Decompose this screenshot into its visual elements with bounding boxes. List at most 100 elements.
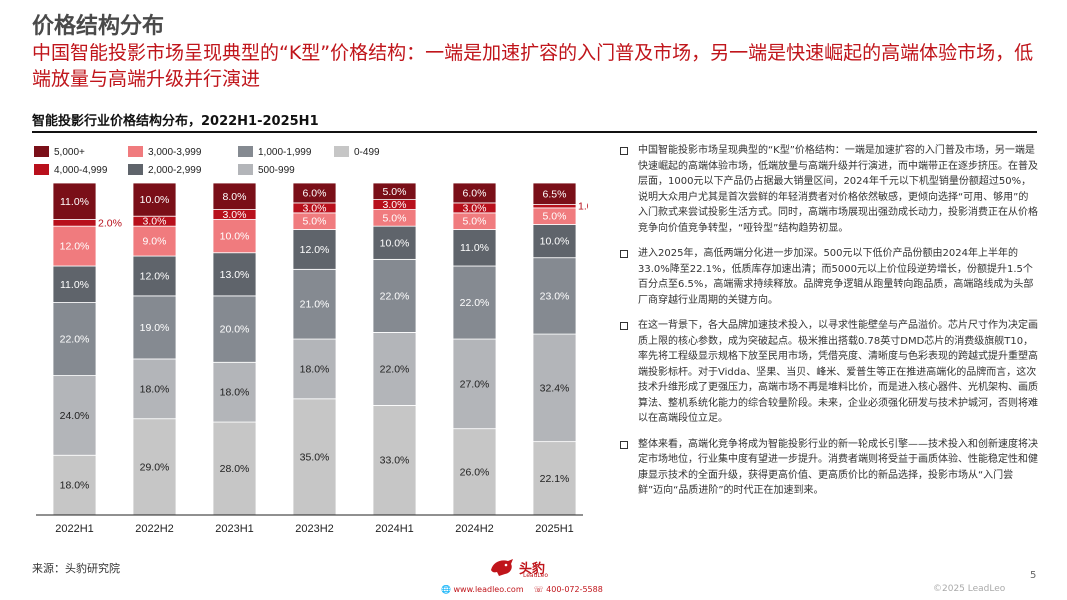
data-label: 22.0% [380,363,410,375]
data-label: 6.0% [463,187,487,199]
bullet-text: 进入2025年，高低两端分化进一步加深。500元以下低价产品份额由2024年上半… [638,248,1034,306]
x-tick-label: 2024H1 [375,523,414,535]
website-link[interactable]: 🌐 www.leadleo.com [441,585,524,594]
bar-segment [292,398,337,516]
bar-segment [132,182,177,217]
bar-stack: 33.0% 22.0% 22.0% 10.0% 5.0%3.0%5.0% [372,182,417,516]
legend-label: 5,000+ [54,147,85,158]
bar-segment [372,182,417,201]
bar-segment [372,331,417,406]
data-label: 22.0% [60,334,90,346]
data-label: 5.0% [463,216,487,228]
bullet-text: 整体来看，高端化竞争将成为智能投影行业的新一轮成长引擎——技术投入和创新速度将决… [638,438,1038,497]
bar-segment [52,219,97,227]
bar-segment [52,182,97,220]
data-label: 10.0% [540,236,570,248]
data-label: 18.0% [220,387,250,399]
bar-segment [212,219,257,254]
bar-segment [452,229,497,267]
legend-swatch [334,146,349,157]
data-label: 3.0% [223,209,247,221]
data-label: 12.0% [60,241,90,253]
data-label: 2.0% [98,217,122,229]
stacked-bar-chart: 5,000+ 3,000-3,999 1,000-1,999 0-499 4,000-4… [34,146,588,535]
data-label: 22.0% [380,290,410,302]
bar-segment [212,295,257,363]
bar-stack: 18.0% 24.0% 22.0% 11.0% 12.0% 2.0% 11.0% [52,182,122,516]
bar-segment [52,375,97,456]
website-text: www.leadleo.com [453,585,524,594]
data-label: 10.0% [220,231,250,243]
legend-item: 0-499 [334,146,380,158]
legend-swatch [238,146,253,157]
data-label: 24.0% [60,410,90,422]
title-divider [32,131,1037,133]
bar-segment [452,265,497,340]
data-label: 11.0% [460,242,489,254]
data-label: 22.0% [460,297,490,309]
bar-segment [292,268,337,340]
legend-label: 2,000-2,999 [148,165,202,176]
bar-segment [212,252,257,297]
bar-segment [292,338,337,400]
data-label: 10.0% [140,194,170,206]
data-label: 3.0% [383,199,407,211]
legend-item: 500-999 [238,164,295,176]
bullet-text: 中国智能投影市场呈现典型的“K型”价格结构：一端是加速扩容的入门普及市场，另一端… [638,145,1038,234]
bar-segment [452,428,497,516]
legend-item: 1,000-1,999 [238,146,312,158]
legend-swatch [128,146,143,157]
copyright: ©2025 LeadLeo [933,584,1006,594]
data-label: 18.0% [300,363,330,375]
data-label: 3.0% [463,202,487,214]
x-tick-label: 2025H1 [535,523,574,535]
data-label: 32.4% [540,382,570,394]
bar-segment [52,225,97,267]
legend-item: 3,000-3,999 [128,146,202,158]
legend-swatch [34,146,49,157]
legend-swatch [128,164,143,175]
x-tick-label: 2024H2 [455,523,494,535]
legend-label: 500-999 [258,165,295,176]
bar-segment [132,225,177,257]
bar-segment [452,338,497,430]
bar-stack: 26.0% 27.0% 22.0% 11.0% 5.0% 3.0% 6.0% [452,182,497,516]
data-label: 6.5% [543,188,567,200]
data-label: 27.0% [460,378,490,390]
data-label: 3.0% [143,216,167,228]
legend-item: 2,000-2,999 [128,164,202,176]
bar-segment [292,182,337,204]
bar-segment [52,265,97,303]
bar-segment [532,182,577,205]
bar-segment [372,258,417,333]
bar-segment [132,295,177,360]
checkbox-bullet-icon [620,147,628,155]
data-label: 23.0% [540,290,570,302]
data-label: 18.0% [140,383,170,395]
bullet-text: 在这一背景下，各大品牌加速技术投入，以寻求性能壁垒与产品溢价。芯片尺寸作为决定画… [638,320,1038,424]
data-label: 12.0% [140,270,170,282]
bar-segment [132,255,177,297]
data-label: 12.0% [300,244,330,256]
data-label: 19.0% [140,322,170,334]
legend-swatch [34,164,49,175]
data-label: 13.0% [220,269,250,281]
data-label: 20.0% [220,324,250,336]
data-label: 5.0% [383,212,407,224]
bar-segment [52,454,97,516]
data-label: 10.0% [380,237,410,249]
legend-label: 4,000-4,999 [54,165,108,176]
bar-segment [372,405,417,516]
source-note: 来源：头豹研究院 [32,562,120,575]
bar-stack: 28.0% 18.0% 20.0% 13.0% 10.0% 3.0% 8.0% [212,182,257,516]
legend-label: 3,000-3,999 [148,147,202,158]
data-label: 9.0% [143,236,167,248]
data-label: 3.0% [303,202,327,214]
logo-subtext: LeadLeo [523,572,549,579]
legend-item: 4,000-4,999 [34,164,108,176]
data-label: 1.0% [578,201,588,213]
data-label: 28.0% [220,463,250,475]
bar-segment [452,182,497,204]
x-tick-label: 2023H1 [215,523,254,535]
phone-number: ☏ 400-072-5588 [533,585,603,594]
